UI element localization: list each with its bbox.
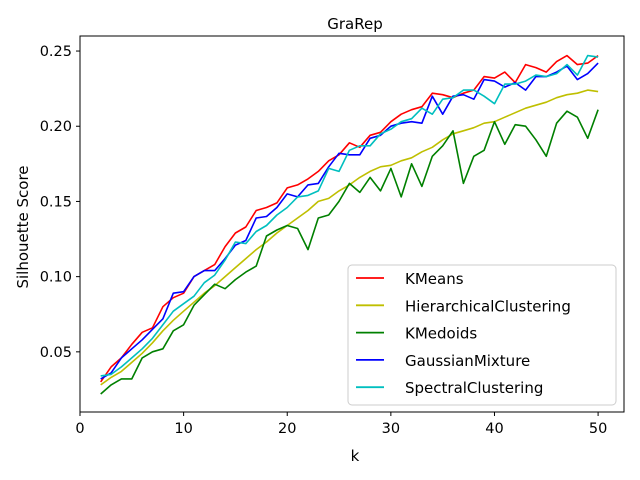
legend-label-spectralclustering: SpectralClustering (405, 379, 543, 397)
chart-title: GraRep (327, 15, 382, 33)
series-line-gaussianmixture (100, 62, 599, 380)
x-tick-label: 20 (278, 421, 296, 437)
x-tick-label: 40 (485, 421, 503, 437)
legend-label-kmedoids: KMedoids (405, 325, 477, 343)
legend-label-kmeans: KMeans (405, 270, 464, 288)
legend-label-hierarchicalclustering: HierarchicalClustering (405, 297, 571, 315)
y-tick-label: 0.20 (40, 119, 72, 135)
legend: KMeans HierarchicalClustering KMedoids Gaus… (347, 264, 617, 406)
legend-label-gaussianmixture: GaussianMixture (405, 352, 530, 370)
y-tick-label: 0.25 (40, 44, 72, 60)
series-line-kmedoids (100, 109, 599, 395)
x-tick-label: 30 (382, 421, 400, 437)
axes: 0 10 20 30 40 50 0.05 0.10 0.15 0.20 0.25 (40, 35, 625, 437)
y-axis-label: Silhouette Score (14, 165, 32, 288)
y-tick-label: 0.10 (40, 270, 72, 286)
x-axis-label: k (351, 447, 360, 465)
plot-area (100, 54, 599, 395)
series-line-spectralclustering (100, 54, 599, 377)
x-tick-label: 50 (589, 421, 607, 437)
plot-frame (79, 35, 625, 413)
y-tick-label: 0.05 (40, 345, 72, 361)
y-tick-label: 0.15 (40, 194, 72, 210)
legend-box (347, 264, 617, 406)
x-tick-label: 0 (75, 421, 84, 437)
x-tick-label: 10 (174, 421, 192, 437)
